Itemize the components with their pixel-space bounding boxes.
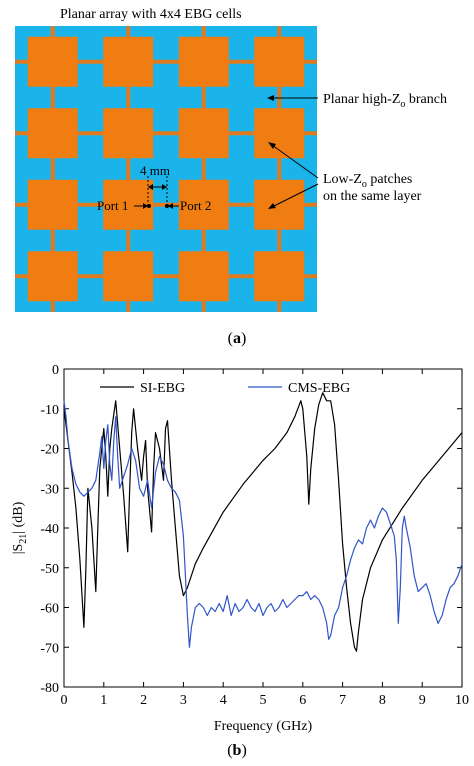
y-tick-label-7: -70 [40, 641, 59, 656]
ebg-array-diagram: Planar array with 4x4 EBG cells 4 mm Por… [15, 7, 447, 312]
legend-label-0: SI-EBG [140, 381, 185, 396]
legend: SI-EBG CMS-EBG [100, 381, 350, 396]
dimension-label: 4 mm [140, 163, 170, 178]
x-tick-label-6: 6 [299, 693, 306, 708]
patch-3-2 [178, 251, 229, 302]
patch-3-0 [27, 251, 78, 302]
low-z-patches [27, 36, 305, 302]
x-axis-label: Frequency (GHz) [214, 719, 313, 734]
axis-ticks: 0 1 2 3 4 5 6 7 8 9 10 0 -10 -20 -30 -40 -50 -60 -70 -80 [40, 363, 469, 708]
y-axis-label: |S21| (dB) [11, 501, 29, 554]
x-tick-label-4: 4 [220, 693, 227, 708]
patch-0-3 [254, 36, 305, 87]
series-line-1 [63, 400, 463, 648]
x-tick-label-1: 1 [100, 693, 107, 708]
patch-2-3 [254, 179, 305, 230]
caption-b: (b) [227, 742, 247, 759]
x-tick-label-8: 8 [379, 693, 386, 708]
port-1: Port 1 [97, 198, 151, 213]
x-tick-label-5: 5 [260, 693, 267, 708]
patch-1-0 [27, 108, 78, 159]
y-tick-label-2: -20 [40, 443, 59, 458]
port-1-label: Port 1 [97, 198, 128, 213]
y-tick-label-0: 0 [52, 363, 59, 378]
x-tick-label-3: 3 [180, 693, 187, 708]
legend-label-1: CMS-EBG [288, 381, 350, 396]
patch-label: Low-Zo patches [323, 172, 412, 190]
array-title: Planar array with 4x4 EBG cells [60, 7, 242, 22]
patch-3-1 [103, 251, 154, 302]
dimension-4mm: 4 mm [140, 163, 170, 208]
patch-2-0 [27, 179, 78, 230]
figure-a: Planar array with 4x4 EBG cells 4 mm Por… [0, 0, 474, 347]
x-tick-label-0: 0 [61, 693, 68, 708]
series-line-0 [63, 392, 463, 652]
annotation-patches: Low-Zo patches on the same layer [268, 142, 422, 209]
y-tick-label-1: -10 [40, 403, 59, 418]
patch-1-2 [178, 108, 229, 159]
x-tick-label-7: 7 [339, 693, 346, 708]
x-tick-label-10: 10 [455, 693, 469, 708]
patch-label-line2: on the same layer [323, 189, 422, 204]
patch-0-1 [103, 36, 154, 87]
branch-label: Planar high-Zo branch [323, 92, 447, 110]
patch-0-2 [178, 36, 229, 87]
y-tick-label-8: -80 [40, 681, 59, 696]
patch-3-3 [254, 251, 305, 302]
x-tick-label-2: 2 [140, 693, 147, 708]
y-tick-label-4: -40 [40, 522, 59, 537]
figure-b: 0 1 2 3 4 5 6 7 8 9 10 0 -10 -20 -30 -40 -50 -60 -70 -80 SI… [0, 352, 474, 766]
y-tick-label-5: -50 [40, 562, 59, 577]
port-2: Port 2 [165, 198, 211, 213]
patch-1-1 [103, 108, 154, 159]
y-tick-label-3: -30 [40, 482, 59, 497]
caption-a: (a) [227, 330, 247, 347]
patch-0-0 [27, 36, 78, 87]
annotation-branch: Planar high-Zo branch [267, 92, 447, 110]
y-tick-label-6: -60 [40, 602, 59, 617]
patch-2-2 [178, 179, 229, 230]
s21-chart: 0 1 2 3 4 5 6 7 8 9 10 0 -10 -20 -30 -40 -50 -60 -70 -80 SI… [11, 363, 469, 734]
series-lines [63, 392, 463, 652]
port-2-label: Port 2 [180, 198, 211, 213]
x-tick-label-9: 9 [419, 693, 426, 708]
